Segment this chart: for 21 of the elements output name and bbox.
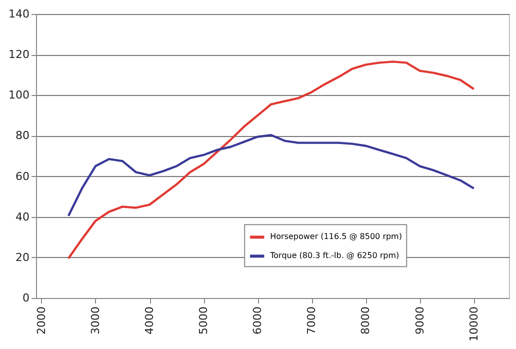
y-tick-label: 20 — [16, 250, 30, 264]
y-tick-label: 0 — [22, 292, 30, 304]
line-series — [67, 134, 475, 217]
y-tick-label: 100 — [8, 88, 30, 102]
x-tick-label: 4000 — [143, 306, 156, 334]
y-tick-label: 140 — [8, 8, 30, 20]
y-tick-label: 60 — [16, 170, 30, 183]
line-series — [67, 60, 475, 260]
y-tick-label: 40 — [16, 210, 30, 224]
x-tick-label: 5000 — [197, 306, 210, 334]
y-tick-label: 120 — [8, 48, 30, 62]
x-tick-label: 9000 — [413, 306, 426, 334]
x-tick-label: 2000 — [34, 306, 48, 334]
x-tick-label: 3000 — [88, 306, 102, 334]
x-tick-label: 7000 — [305, 306, 318, 334]
x-tick-label: 10000 — [467, 306, 480, 342]
y-tick-label: 80 — [16, 129, 30, 142]
x-tick-label: 6000 — [251, 306, 264, 334]
x-tick-label: 8000 — [359, 306, 372, 334]
legend-label: Torque (80.3 ft.-lb. @ 6250 rpm) — [269, 251, 400, 260]
legend-label: Horsepower (116.5 @ 8500 rpm) — [270, 232, 402, 242]
